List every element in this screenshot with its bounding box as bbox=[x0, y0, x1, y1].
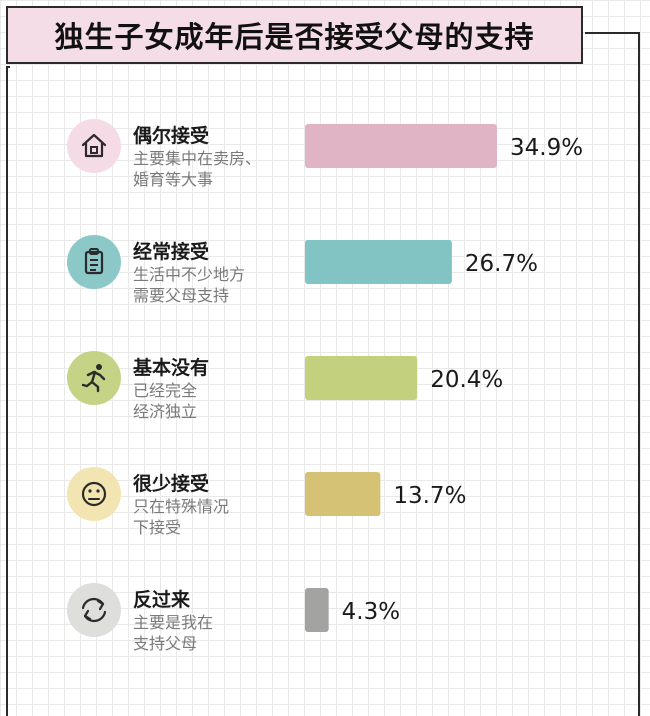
frame-line-left bbox=[6, 66, 8, 716]
category-label: 基本没有 bbox=[132, 356, 209, 379]
category-description: 主要集中在卖房、 bbox=[133, 149, 261, 168]
bar bbox=[305, 124, 497, 168]
title-banner: 独生子女成年后是否接受父母的支持 bbox=[6, 6, 583, 64]
category-label: 很少接受 bbox=[133, 472, 209, 495]
frame-line-top-right bbox=[585, 32, 640, 34]
frame-line-right bbox=[638, 32, 640, 716]
category-description: 主要是我在 bbox=[133, 613, 213, 632]
category-description: 婚育等大事 bbox=[133, 170, 213, 189]
data-label: 4.3% bbox=[342, 599, 400, 625]
data-label: 34.9% bbox=[510, 135, 583, 161]
data-label: 20.4% bbox=[430, 367, 503, 393]
bar bbox=[305, 472, 381, 516]
frame-line-top bbox=[6, 66, 10, 68]
category-description: 已经完全 bbox=[133, 381, 197, 400]
running-person-icon bbox=[67, 351, 121, 405]
category-description: 生活中不少地方 bbox=[133, 265, 245, 284]
house-icon bbox=[67, 119, 121, 173]
category-description: 经济独立 bbox=[133, 402, 197, 421]
data-label: 26.7% bbox=[465, 251, 538, 277]
data-label: 13.7% bbox=[393, 483, 466, 509]
bar bbox=[305, 356, 418, 400]
page-title: 独生子女成年后是否接受父母的支持 bbox=[54, 20, 535, 54]
category-description: 需要父母支持 bbox=[133, 286, 229, 305]
neutral-face-icon bbox=[67, 467, 121, 521]
category-description: 只在特殊情况 bbox=[133, 497, 229, 516]
refresh-icon bbox=[67, 583, 121, 637]
category-description: 支持父母 bbox=[133, 634, 197, 653]
clipboard-icon bbox=[67, 235, 121, 289]
category-label: 经常接受 bbox=[133, 240, 209, 263]
bar bbox=[305, 240, 452, 284]
category-description: 下接受 bbox=[133, 518, 181, 537]
category-label: 偶尔接受 bbox=[133, 124, 209, 147]
category-label: 反过来 bbox=[133, 589, 190, 611]
bar bbox=[305, 588, 329, 632]
